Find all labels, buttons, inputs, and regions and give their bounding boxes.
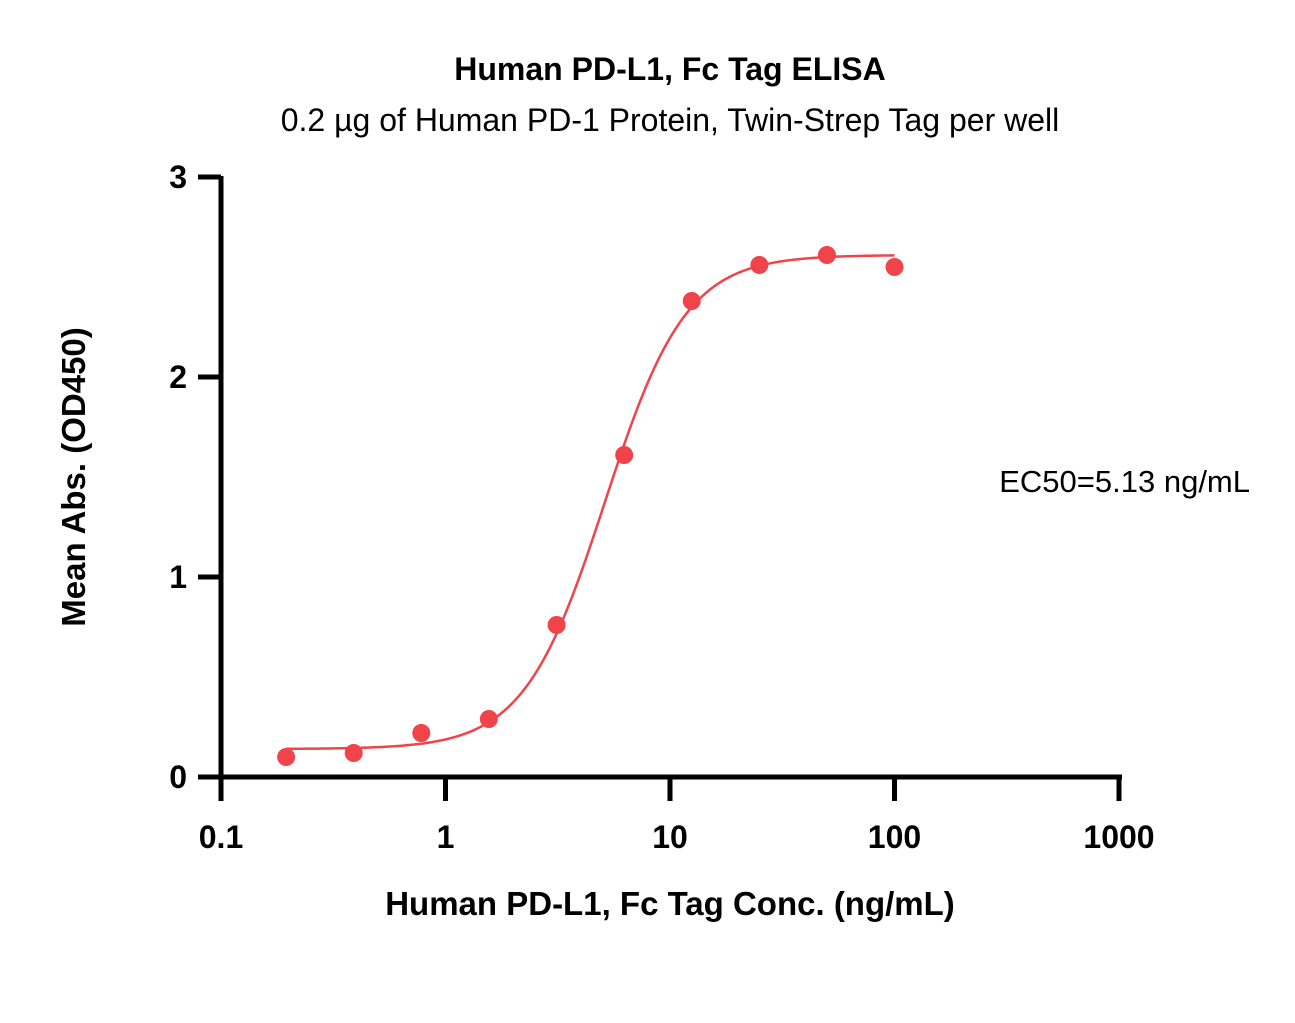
data-point [547, 616, 566, 634]
fit-curve [286, 254, 895, 751]
data-point [682, 292, 701, 310]
y-axis-label: Mean Abs. (OD450) [55, 327, 92, 627]
x-tick-label: 10 [652, 819, 688, 855]
data-point [885, 258, 904, 276]
y-tick-label: 2 [169, 359, 187, 395]
fit-curve-group [286, 254, 895, 751]
data-point [479, 710, 498, 728]
y-tick-label: 3 [169, 159, 187, 195]
x-tick-label: 1 [437, 819, 455, 855]
x-axis-label: Human PD-L1, Fc Tag Conc. (ng/mL) [385, 885, 955, 922]
x-tick-label: 1000 [1083, 819, 1154, 855]
data-point [344, 744, 363, 762]
y-tick-label: 0 [169, 759, 187, 795]
x-tick-label: 0.1 [199, 819, 243, 855]
y-tick-label: 1 [169, 559, 187, 595]
data-point [412, 724, 431, 742]
data-point [277, 748, 296, 766]
chart-title: Human PD-L1, Fc Tag ELISA [454, 51, 885, 87]
data-point [615, 446, 634, 464]
x-tick-label: 100 [868, 819, 921, 855]
data-points [277, 246, 904, 766]
data-point [817, 246, 836, 264]
x-ticks: 0.1 1 10 100 1000 [199, 777, 1155, 855]
data-point [750, 256, 769, 274]
y-ticks: 0 1 2 3 [169, 159, 221, 795]
chart-subtitle: 0.2 µg of Human PD-1 Protein, Twin-Strep… [281, 102, 1060, 138]
ec50-annotation: EC50=5.13 ng/mL [999, 464, 1250, 499]
